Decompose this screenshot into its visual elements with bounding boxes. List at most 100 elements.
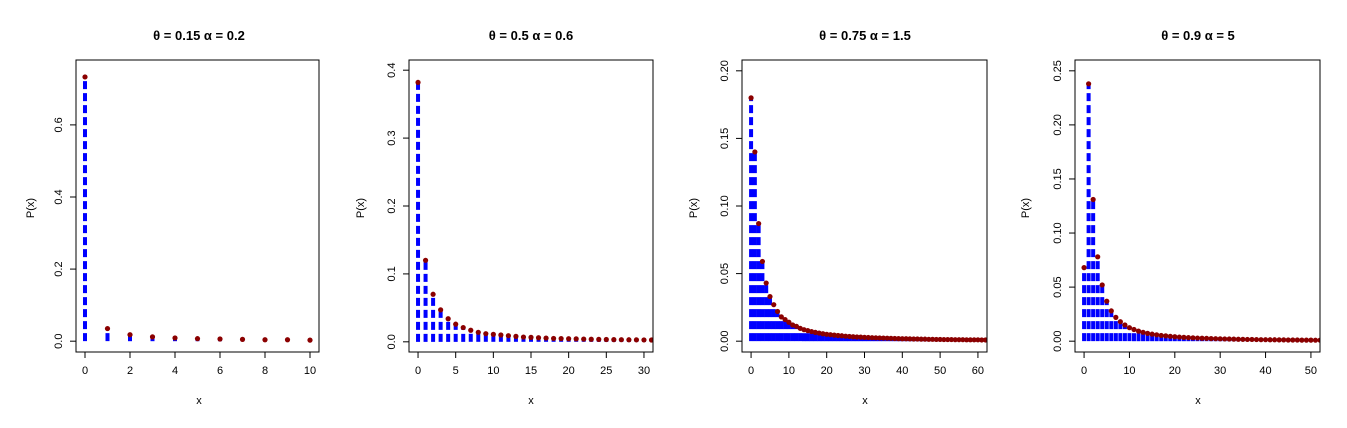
- data-point: [971, 337, 977, 343]
- panel-2-yticks: 0.0 0.1 0.2 0.3 0.4: [386, 63, 409, 349]
- data-point: [588, 336, 594, 342]
- data-point: [956, 337, 962, 343]
- data-point: [1317, 337, 1320, 343]
- data-point: [1272, 337, 1278, 343]
- y-tick-label: 0.00: [719, 330, 731, 351]
- data-point: [884, 335, 890, 341]
- data-point: [850, 334, 856, 340]
- x-tick-label: 5: [453, 365, 459, 377]
- data-point: [1122, 322, 1128, 328]
- data-point: [284, 337, 291, 343]
- data-point: [888, 335, 894, 341]
- y-tick-label: 0.05: [1052, 276, 1064, 297]
- data-point: [307, 337, 313, 343]
- y-tick-label: 0.2: [386, 198, 398, 213]
- data-point: [774, 308, 781, 315]
- data-point: [967, 337, 973, 343]
- x-tick-label: 2: [127, 365, 133, 377]
- data-point: [911, 336, 917, 342]
- data-point: [422, 257, 429, 263]
- x-tick-label: 10: [783, 365, 795, 377]
- data-point: [865, 334, 871, 341]
- data-point: [513, 333, 519, 339]
- y-tick-label: 0.20: [719, 60, 731, 81]
- data-point: [1185, 335, 1192, 341]
- data-point: [1113, 314, 1119, 320]
- data-point: [535, 335, 542, 341]
- data-point: [1281, 337, 1287, 343]
- x-tick-label: 20: [821, 365, 833, 377]
- panel-1-title: θ = 0.15 α = 0.2: [153, 28, 245, 43]
- data-point: [415, 79, 421, 86]
- data-point: [528, 334, 534, 340]
- data-point: [846, 333, 852, 340]
- data-point: [239, 336, 246, 342]
- x-tick-label: 40: [896, 365, 908, 377]
- data-point: [1099, 282, 1105, 288]
- data-point: [626, 337, 632, 343]
- panel-2-frame: [408, 59, 654, 353]
- data-point: [858, 334, 864, 340]
- data-point: [982, 337, 987, 343]
- data-point: [869, 335, 875, 341]
- data-point: [483, 331, 489, 337]
- data-point: [1244, 336, 1251, 343]
- data-point: [1167, 333, 1173, 339]
- data-point: [1081, 265, 1087, 271]
- y-tick-label: 0.15: [1052, 168, 1064, 189]
- data-point: [1095, 254, 1101, 260]
- y-tick-label: 0.15: [719, 128, 731, 149]
- data-point: [854, 334, 860, 340]
- data-point: [771, 302, 777, 308]
- data-point: [918, 336, 924, 342]
- data-point: [1117, 319, 1123, 325]
- data-point: [941, 336, 947, 343]
- data-point: [1262, 337, 1269, 343]
- data-point: [566, 336, 572, 342]
- data-point: [573, 336, 579, 342]
- x-tick-label: 50: [934, 365, 946, 377]
- data-point: [1253, 336, 1260, 343]
- data-point: [1108, 308, 1114, 314]
- data-point: [1285, 337, 1291, 343]
- x-tick-label: 30: [1214, 365, 1226, 377]
- panel-3: θ = 0.75 α = 1.5 x P(x) 0 10 20 30 40 50 60 0.…: [688, 28, 988, 407]
- data-point: [903, 336, 909, 342]
- data-point: [1190, 335, 1196, 341]
- data-point: [752, 149, 758, 155]
- data-point: [127, 332, 133, 338]
- y-tick-label: 0.10: [719, 195, 731, 216]
- data-point: [1213, 336, 1219, 342]
- data-point: [430, 291, 436, 297]
- data-point: [1163, 333, 1169, 339]
- panel-1-xlabel: x: [196, 395, 202, 407]
- data-point: [922, 336, 928, 342]
- data-point: [1086, 81, 1092, 87]
- data-point: [979, 337, 985, 343]
- data-point: [262, 337, 268, 343]
- panel-2-xlabel: x: [528, 395, 534, 407]
- data-point: [1308, 337, 1314, 343]
- data-point: [596, 336, 602, 342]
- panel-4-yticks: 0.00 0.05 0.10 0.15 0.20 0.25: [1052, 60, 1075, 352]
- data-point: [520, 334, 527, 340]
- data-point: [880, 335, 887, 341]
- data-point: [82, 74, 88, 80]
- data-point: [438, 307, 444, 313]
- panel-4-xlabel: x: [1195, 395, 1201, 407]
- data-point: [975, 337, 981, 343]
- panel-3-title: θ = 0.75 α = 1.5: [819, 28, 911, 43]
- data-point: [581, 336, 587, 342]
- x-tick-label: 50: [1305, 365, 1317, 377]
- data-point: [1135, 328, 1142, 334]
- x-tick-label: 20: [1169, 365, 1181, 377]
- data-point: [933, 336, 939, 343]
- data-point: [460, 324, 466, 331]
- data-point: [907, 336, 913, 342]
- panel-4-title: θ = 0.9 α = 5: [1161, 28, 1235, 43]
- data-point: [468, 327, 474, 333]
- data-point: [1312, 337, 1319, 343]
- panel-2-plot: [415, 79, 653, 343]
- panel-2-title: θ = 0.5 α = 0.6: [489, 28, 573, 43]
- data-point: [1226, 336, 1232, 342]
